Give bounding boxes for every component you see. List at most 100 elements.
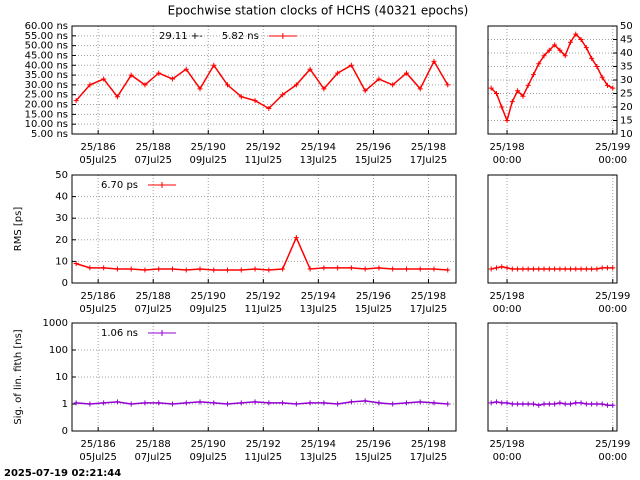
series-line bbox=[490, 32, 614, 123]
point bbox=[101, 265, 107, 271]
point bbox=[610, 85, 616, 91]
y-tick-label: 0 bbox=[62, 278, 68, 289]
legend-label: 6.70 ps bbox=[101, 180, 138, 191]
legend-marker bbox=[159, 330, 165, 336]
point bbox=[573, 400, 579, 406]
x-tick-date: 13Jul25 bbox=[300, 304, 338, 315]
plot-frame bbox=[487, 25, 618, 135]
x-tick-date: 07Jul25 bbox=[134, 304, 172, 315]
y-tick-label: 5.00 ns bbox=[31, 129, 68, 140]
x-tick-label: 25/194 bbox=[301, 439, 336, 450]
point bbox=[499, 264, 505, 270]
x-tick-label: 25/196 bbox=[356, 291, 391, 302]
point bbox=[114, 266, 120, 272]
x-tick-label: 25/198 bbox=[411, 291, 446, 302]
series-line bbox=[75, 235, 448, 271]
point bbox=[335, 401, 341, 407]
y-tick-label: 35.00 ns bbox=[25, 70, 68, 81]
point bbox=[101, 76, 107, 82]
x-tick-date: 09Jul25 bbox=[190, 155, 228, 166]
point bbox=[562, 401, 568, 407]
point bbox=[142, 267, 148, 273]
point bbox=[445, 82, 451, 88]
point bbox=[536, 402, 542, 408]
x-tick-date: 15Jul25 bbox=[355, 452, 393, 463]
point bbox=[583, 266, 589, 272]
y-tick-label: 15.00 ns bbox=[25, 109, 68, 120]
x-tick-label: 25/198 bbox=[489, 291, 524, 302]
y-tick-label: 50 bbox=[620, 21, 633, 32]
x-tick-date: 09Jul25 bbox=[190, 304, 228, 315]
point bbox=[520, 401, 526, 407]
x-tick-label: 25/196 bbox=[356, 142, 391, 153]
x-tick-label: 25/188 bbox=[136, 142, 171, 153]
x-tick-label: 25/188 bbox=[136, 291, 171, 302]
x-tick-label: 25/190 bbox=[191, 439, 226, 450]
point bbox=[567, 401, 573, 407]
point bbox=[520, 93, 526, 99]
y-tick-label: 15 bbox=[620, 116, 633, 127]
plot-frame bbox=[71, 174, 457, 284]
x-tick-date: 00:00 bbox=[493, 304, 522, 315]
point bbox=[417, 86, 423, 92]
y-tick-label: 0 bbox=[62, 426, 68, 437]
point bbox=[390, 266, 396, 272]
point bbox=[552, 401, 558, 407]
plot-frame bbox=[71, 322, 457, 432]
point bbox=[499, 400, 505, 406]
point bbox=[293, 82, 299, 88]
point bbox=[599, 401, 605, 407]
point bbox=[362, 398, 368, 404]
point bbox=[238, 400, 244, 406]
point bbox=[252, 399, 258, 405]
point bbox=[541, 401, 547, 407]
point bbox=[594, 64, 600, 69]
point bbox=[266, 105, 272, 111]
y-tick-label: 20 bbox=[55, 235, 68, 246]
x-tick-label: 25/186 bbox=[81, 439, 116, 450]
x-tick-label: 25/194 bbox=[301, 291, 336, 302]
point bbox=[183, 400, 189, 406]
point bbox=[541, 266, 547, 272]
point bbox=[114, 94, 120, 100]
x-tick-date: 11Jul25 bbox=[245, 452, 283, 463]
point bbox=[169, 401, 175, 407]
point bbox=[142, 82, 148, 88]
point bbox=[589, 55, 595, 61]
point bbox=[211, 400, 217, 406]
x-tick-date: 13Jul25 bbox=[300, 155, 338, 166]
point bbox=[431, 266, 437, 272]
y-tick-label: 1 bbox=[62, 399, 68, 410]
series-line bbox=[76, 400, 448, 405]
x-tick-date: 00:00 bbox=[598, 452, 627, 463]
y-tick-label: 45.00 ns bbox=[25, 50, 68, 61]
point bbox=[348, 62, 354, 68]
point bbox=[562, 53, 568, 59]
point bbox=[530, 72, 536, 78]
point bbox=[488, 400, 494, 406]
point bbox=[604, 402, 610, 408]
point bbox=[493, 265, 499, 271]
x-tick-date: 07Jul25 bbox=[134, 155, 172, 166]
point bbox=[525, 82, 531, 88]
chart-title: Epochwise station clocks of HCHS (40321 … bbox=[168, 4, 469, 18]
point bbox=[390, 82, 396, 88]
y-tick-label: 40 bbox=[620, 48, 633, 59]
x-tick-date: 00:00 bbox=[598, 155, 627, 166]
x-tick-date: 00:00 bbox=[493, 155, 522, 166]
point bbox=[307, 266, 313, 272]
point bbox=[536, 61, 542, 67]
point bbox=[87, 265, 93, 271]
point bbox=[578, 400, 584, 406]
point bbox=[562, 266, 568, 272]
point bbox=[567, 266, 573, 272]
x-tick-label: 25/192 bbox=[246, 439, 281, 450]
point bbox=[552, 42, 558, 48]
x-tick-label: 25/192 bbox=[246, 142, 281, 153]
point bbox=[515, 401, 521, 407]
point bbox=[376, 265, 382, 271]
point bbox=[557, 400, 563, 406]
point bbox=[73, 261, 79, 267]
point bbox=[604, 82, 610, 88]
y-tick-label: 20 bbox=[620, 102, 633, 113]
